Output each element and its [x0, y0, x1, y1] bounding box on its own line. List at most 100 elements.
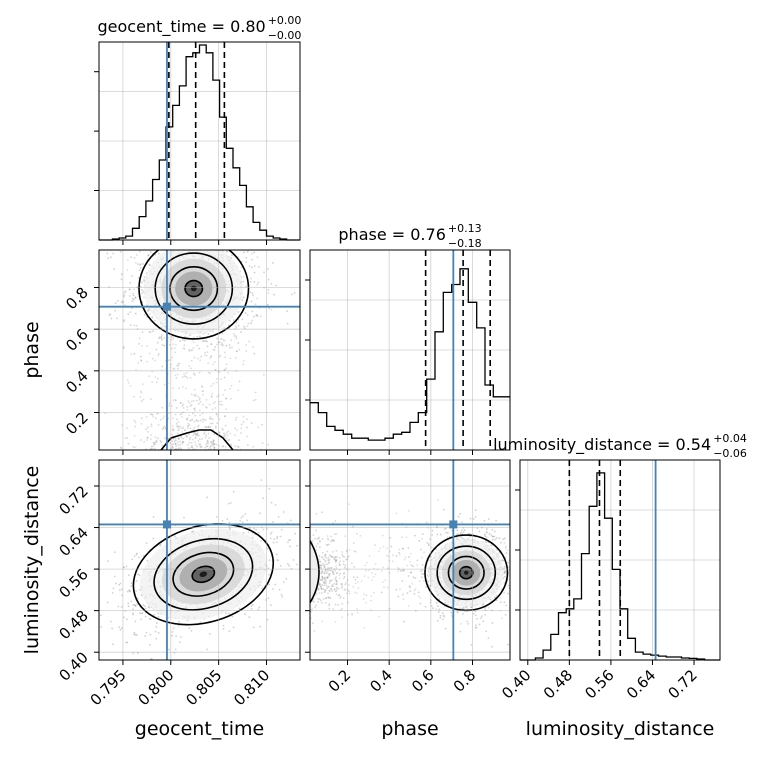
- scatter-point: [220, 338, 223, 340]
- scatter-point: [172, 337, 175, 340]
- scatter-point: [334, 569, 337, 572]
- scatter-point: [244, 613, 246, 616]
- scatter-point: [261, 587, 264, 590]
- scatter-point: [111, 627, 114, 630]
- scatter-point: [412, 576, 415, 579]
- scatter-point: [260, 479, 263, 482]
- scatter-point: [321, 592, 323, 594]
- scatter-point: [199, 445, 202, 448]
- scatter-point: [402, 569, 405, 572]
- scatter-point: [401, 580, 404, 582]
- scatter-point: [320, 566, 322, 569]
- scatter-point: [342, 597, 345, 600]
- scatter-point: [495, 537, 498, 539]
- scatter-point: [460, 536, 463, 539]
- scatter-point: [62, 604, 64, 606]
- scatter-point: [430, 605, 433, 607]
- scatter-point: [319, 583, 322, 586]
- scatter-point: [234, 427, 237, 430]
- scatter-point: [331, 569, 334, 572]
- scatter-point: [147, 254, 150, 256]
- scatter-point: [185, 417, 188, 420]
- scatter-point: [391, 560, 394, 563]
- scatter-point: [107, 257, 110, 259]
- scatter-point: [401, 536, 403, 539]
- scatter-point: [252, 626, 255, 629]
- scatter-point: [354, 550, 357, 553]
- scatter-point: [327, 559, 329, 561]
- scatter-point: [327, 592, 329, 595]
- scatter-point: [118, 583, 121, 586]
- scatter-point: [120, 273, 123, 276]
- scatter-point: [318, 583, 321, 585]
- scatter-point: [220, 378, 223, 380]
- scatter-point: [313, 630, 316, 632]
- scatter-point: [344, 583, 347, 586]
- scatter-point: [153, 613, 155, 616]
- scatter-point: [197, 357, 199, 360]
- title-luminosity_distance: luminosity_distance = 0.54 +0.04−0.06: [493, 432, 747, 460]
- scatter-point: [476, 617, 478, 620]
- scatter-point: [341, 585, 344, 588]
- scatter-point: [392, 554, 394, 557]
- scatter-point: [325, 580, 328, 583]
- scatter-point: [129, 589, 131, 592]
- scatter-point: [125, 641, 128, 644]
- panel-geocent_time-vs-phase-frame: [98, 249, 301, 451]
- scatter-point: [345, 550, 348, 553]
- scatter-point: [246, 444, 249, 446]
- scatter-point: [325, 571, 328, 574]
- scatter-point: [335, 559, 338, 562]
- scatter-point: [218, 431, 221, 434]
- scatter-point: [206, 406, 208, 409]
- scatter-point: [334, 577, 337, 580]
- scatter-point: [193, 388, 196, 391]
- scatter-point: [327, 538, 330, 541]
- scatter-point: [127, 602, 130, 605]
- scatter-point: [107, 560, 109, 563]
- scatter-point: [205, 426, 208, 429]
- scatter-point: [193, 407, 196, 410]
- scatter-point: [242, 421, 245, 423]
- scatter-point: [114, 302, 117, 305]
- scatter-point: [131, 307, 133, 310]
- scatter-point: [204, 340, 207, 342]
- scatter-point: [356, 576, 359, 579]
- scatter-point: [179, 444, 181, 446]
- scatter-point: [199, 621, 202, 624]
- scatter-point: [315, 549, 317, 552]
- scatter-point: [123, 304, 126, 307]
- scatter-point: [160, 338, 163, 341]
- scatter-point: [426, 541, 429, 544]
- scatter-point: [321, 570, 324, 573]
- scatter-point: [132, 612, 134, 614]
- scatter-point: [221, 341, 223, 344]
- scatter-point: [181, 441, 184, 443]
- scatter-point: [148, 331, 151, 334]
- scatter-point: [201, 412, 204, 415]
- scatter-point: [294, 246, 296, 248]
- scatter-point: [188, 441, 191, 444]
- scatter-point: [134, 620, 137, 623]
- scatter-point: [153, 243, 155, 245]
- scatter-point: [190, 419, 193, 422]
- scatter-point: [402, 547, 405, 550]
- scatter-point: [126, 427, 128, 429]
- contour-line: [436, 545, 497, 601]
- scatter-point: [318, 592, 321, 594]
- scatter-point: [314, 606, 316, 609]
- scatter-point: [211, 408, 214, 411]
- scatter-point: [279, 565, 282, 567]
- scatter-point: [491, 528, 494, 531]
- scatter-point: [315, 529, 317, 532]
- scatter-point: [271, 261, 274, 264]
- scatter-point: [323, 579, 326, 582]
- scatter-point: [212, 348, 215, 351]
- scatter-point: [407, 605, 410, 607]
- scatter-point: [232, 626, 235, 629]
- scatter-point: [138, 269, 141, 272]
- scatter-point: [175, 439, 177, 442]
- scatter-point: [244, 285, 247, 288]
- scatter-point: [225, 408, 228, 411]
- scatter-point: [161, 365, 164, 368]
